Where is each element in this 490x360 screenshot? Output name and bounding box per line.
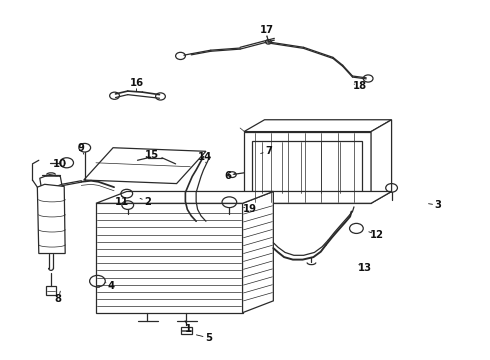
Polygon shape: [244, 132, 371, 203]
Text: 17: 17: [260, 25, 274, 35]
Polygon shape: [244, 192, 392, 203]
Text: 18: 18: [353, 81, 367, 91]
Polygon shape: [371, 120, 392, 203]
Polygon shape: [40, 175, 62, 187]
Polygon shape: [96, 192, 273, 203]
Text: 3: 3: [435, 200, 441, 210]
Polygon shape: [96, 203, 243, 313]
Polygon shape: [37, 184, 65, 253]
Text: 12: 12: [370, 230, 384, 239]
Text: 2: 2: [144, 197, 151, 207]
Text: 19: 19: [243, 204, 257, 215]
Text: 15: 15: [145, 150, 159, 160]
Text: 9: 9: [78, 143, 85, 153]
Text: 6: 6: [224, 171, 231, 181]
Text: 1: 1: [185, 324, 193, 334]
Text: 10: 10: [52, 159, 66, 169]
Text: 4: 4: [107, 281, 114, 291]
Polygon shape: [243, 192, 273, 313]
Text: 8: 8: [55, 294, 62, 304]
Text: 16: 16: [129, 78, 144, 88]
Text: 5: 5: [205, 333, 212, 343]
Text: 13: 13: [358, 263, 372, 273]
Polygon shape: [244, 120, 392, 132]
Text: 7: 7: [265, 146, 272, 156]
Text: 11: 11: [115, 197, 129, 207]
Text: 14: 14: [198, 152, 212, 162]
